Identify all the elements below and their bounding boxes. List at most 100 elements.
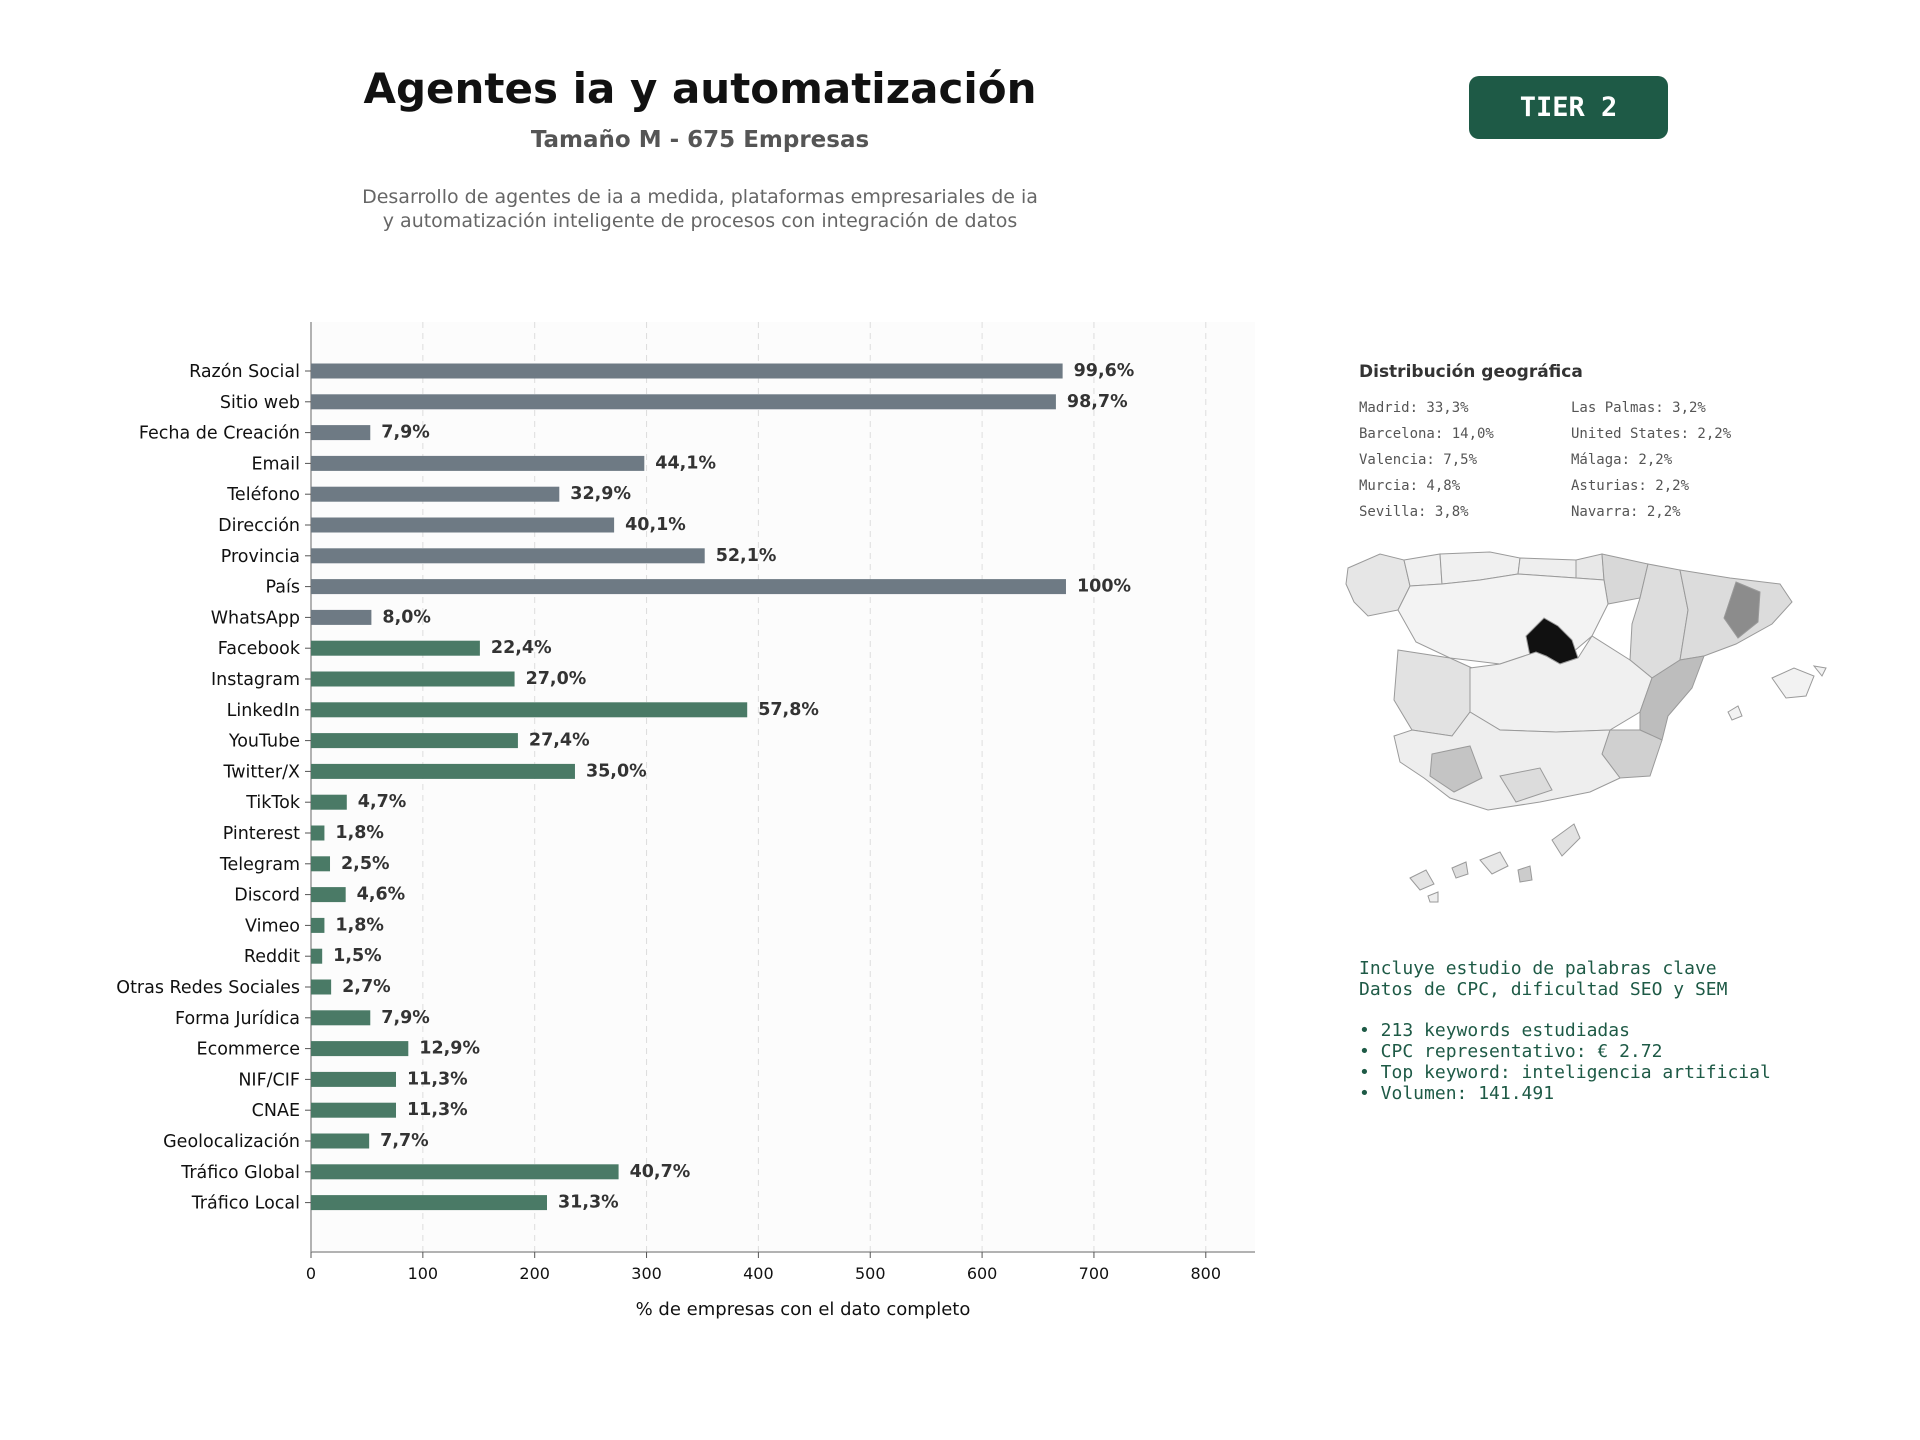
bar bbox=[311, 794, 347, 810]
bar bbox=[311, 1195, 547, 1211]
geo-item: Las Palmas: 3,2% bbox=[1571, 400, 1706, 416]
page-title: Agentes ia y automatización bbox=[363, 64, 1037, 113]
keywords-bullet: • Top keyword: inteligencia artificial bbox=[1359, 1062, 1771, 1083]
category-label: Discord bbox=[234, 886, 300, 906]
data-label: 100% bbox=[1077, 577, 1131, 597]
geo-item: Asturias: 2,2% bbox=[1571, 478, 1690, 494]
geo-item: Madrid: 33,3% bbox=[1359, 400, 1469, 416]
bar bbox=[311, 363, 1063, 379]
category-label: Teléfono bbox=[226, 485, 300, 505]
map-region bbox=[1479, 851, 1509, 875]
map-region bbox=[1397, 573, 1609, 665]
bar bbox=[311, 1010, 371, 1026]
data-label: 4,6% bbox=[357, 885, 406, 905]
geo-item: Málaga: 2,2% bbox=[1571, 452, 1673, 468]
map-region bbox=[1812, 665, 1827, 677]
map-region bbox=[1601, 553, 1649, 605]
map-region bbox=[1427, 891, 1439, 903]
category-label: País bbox=[266, 578, 300, 598]
geo-item: Sevilla: 3,8% bbox=[1359, 504, 1469, 520]
data-label: 57,8% bbox=[758, 700, 819, 720]
keywords-bullet: • CPC representativo: € 2.72 bbox=[1359, 1041, 1663, 1062]
bar bbox=[311, 887, 346, 903]
data-label: 27,0% bbox=[526, 669, 587, 689]
geo-list-left: Madrid: 33,3% Barcelona: 14,0% Valencia:… bbox=[1359, 398, 1494, 528]
description-line: Desarrollo de agentes de ia a medida, pl… bbox=[362, 186, 1038, 208]
bar bbox=[311, 640, 480, 656]
data-label: 11,3% bbox=[407, 1069, 468, 1089]
bar bbox=[311, 455, 645, 471]
data-label: 1,5% bbox=[333, 946, 382, 966]
category-label: NIF/CIF bbox=[238, 1070, 300, 1090]
category-label: WhatsApp bbox=[211, 608, 300, 628]
keywords-intro-line: Datos de CPC, dificultad SEO y SEM bbox=[1359, 979, 1728, 1000]
map-region bbox=[1393, 649, 1473, 737]
bar bbox=[311, 948, 323, 964]
x-tick-label: 600 bbox=[967, 1264, 998, 1283]
x-tick-label: 300 bbox=[631, 1264, 662, 1283]
map-region bbox=[1639, 655, 1705, 741]
x-axis-label: % de empresas con el dato completo bbox=[636, 1299, 971, 1320]
map-region bbox=[1771, 667, 1815, 699]
bar bbox=[311, 979, 332, 995]
data-label: 40,7% bbox=[630, 1162, 691, 1182]
category-label: Fecha de Creación bbox=[139, 424, 300, 444]
category-label: Instagram bbox=[211, 670, 300, 690]
category-label: CNAE bbox=[252, 1101, 300, 1121]
x-tick-label: 700 bbox=[1079, 1264, 1110, 1283]
data-label: 11,3% bbox=[407, 1100, 468, 1120]
category-label: Telegram bbox=[219, 855, 300, 875]
bar bbox=[311, 1102, 397, 1118]
bar bbox=[311, 825, 325, 841]
map-region bbox=[1575, 553, 1605, 581]
bar bbox=[311, 1133, 370, 1149]
category-label: Email bbox=[251, 454, 300, 474]
geo-item: Barcelona: 14,0% bbox=[1359, 426, 1494, 442]
x-tick-label: 400 bbox=[743, 1264, 774, 1283]
plot-area bbox=[311, 322, 1255, 1252]
data-label: 35,0% bbox=[586, 761, 647, 781]
bar bbox=[311, 548, 705, 564]
category-label: Pinterest bbox=[223, 824, 300, 844]
data-label: 44,1% bbox=[655, 453, 716, 473]
bar bbox=[311, 394, 1056, 410]
geo-item: Murcia: 4,8% bbox=[1359, 478, 1461, 494]
x-tick-label: 100 bbox=[408, 1264, 439, 1283]
category-label: TikTok bbox=[245, 793, 301, 813]
bar bbox=[311, 486, 560, 502]
data-label: 52,1% bbox=[716, 546, 777, 566]
data-label: 31,3% bbox=[558, 1193, 619, 1213]
keywords-panel: Incluye estudio de palabras clave Datos … bbox=[1359, 958, 1771, 1104]
keywords-bullet: • 213 keywords estudiadas bbox=[1359, 1020, 1630, 1041]
map-region bbox=[1723, 581, 1761, 639]
x-tick-label: 0 bbox=[306, 1264, 316, 1283]
map-region bbox=[1429, 745, 1483, 793]
map-region bbox=[1551, 823, 1581, 857]
map-region bbox=[1451, 861, 1469, 879]
data-label: 98,7% bbox=[1067, 392, 1128, 412]
bar bbox=[311, 579, 1066, 595]
category-label: Reddit bbox=[244, 947, 300, 967]
page-subtitle: Tamaño M - 675 Empresas bbox=[530, 127, 870, 153]
geo-item: Navarra: 2,2% bbox=[1571, 504, 1681, 520]
category-label: Otras Redes Sociales bbox=[116, 978, 300, 998]
data-label: 7,9% bbox=[381, 1008, 430, 1028]
bar bbox=[311, 425, 371, 441]
map-region bbox=[1727, 705, 1743, 721]
bar bbox=[311, 1164, 619, 1180]
category-label: LinkedIn bbox=[227, 701, 300, 721]
geo-item: United States: 2,2% bbox=[1571, 426, 1732, 442]
category-label: Geolocalización bbox=[163, 1132, 300, 1152]
data-label: 40,1% bbox=[625, 515, 686, 535]
category-label: Tráfico Global bbox=[180, 1163, 300, 1183]
bar-chart: 0 100 200 300 400 500 600 700 800 % de empresas c… bbox=[116, 322, 1255, 1320]
data-label: 8,0% bbox=[382, 607, 431, 627]
category-label: Ecommerce bbox=[197, 1040, 300, 1060]
data-label: 1,8% bbox=[335, 915, 384, 935]
keywords-intro-line: Incluye estudio de palabras clave bbox=[1359, 958, 1717, 979]
bar bbox=[311, 609, 372, 625]
bar bbox=[311, 733, 518, 749]
bar bbox=[311, 763, 575, 779]
bar bbox=[311, 917, 325, 933]
bar bbox=[311, 1041, 409, 1057]
